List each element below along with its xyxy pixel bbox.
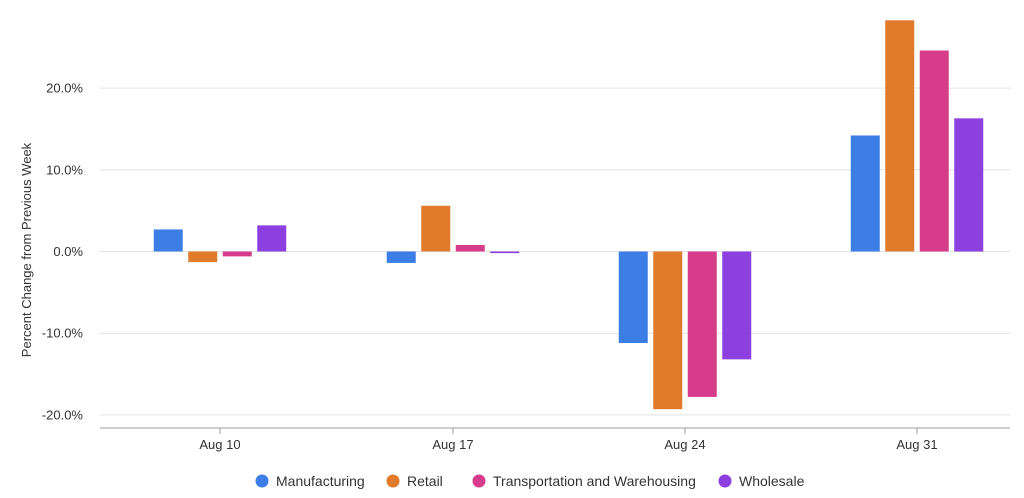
x-tick-label: Aug 17 (432, 437, 473, 452)
y-tick-label: -20.0% (42, 407, 84, 422)
bar-retail-aug-10 (188, 251, 218, 263)
legend-swatch (718, 474, 732, 488)
x-tick-label: Aug 31 (896, 437, 937, 452)
legend-item-wholesale[interactable]: Wholesale (718, 473, 805, 489)
legend-swatch (386, 474, 400, 488)
bar-manufacturing-aug-24 (618, 251, 648, 344)
bar-retail-aug-17 (421, 205, 451, 252)
bar-manufacturing-aug-10 (153, 229, 183, 252)
x-tick-label: Aug 24 (664, 437, 705, 452)
bar-retail-aug-24 (653, 251, 683, 410)
bar-transportation-and-warehousing-aug-17 (455, 244, 485, 252)
bar-wholesale-aug-17 (490, 251, 520, 254)
legend-label: Manufacturing (276, 473, 365, 489)
bar-wholesale-aug-10 (257, 225, 287, 252)
y-tick-label: -10.0% (42, 326, 84, 341)
legend-label: Transportation and Warehousing (493, 473, 696, 489)
y-tick-label: 20.0% (46, 81, 83, 96)
y-axis-title: Percent Change from Previous Week (19, 142, 34, 357)
bar-retail-aug-31 (885, 20, 915, 252)
bar-transportation-and-warehousing-aug-10 (222, 251, 252, 257)
bars (153, 20, 984, 410)
y-tick-label: 10.0% (46, 162, 83, 177)
bar-wholesale-aug-31 (954, 118, 984, 252)
bar-transportation-and-warehousing-aug-24 (687, 251, 717, 397)
y-tick-labels: -20.0% -10.0% 0.0% 10.0% 20.0% (42, 81, 84, 423)
legend-swatch (255, 474, 269, 488)
legend-item-transportation-and-warehousing[interactable]: Transportation and Warehousing (472, 473, 696, 489)
y-tick-label: 0.0% (53, 244, 83, 259)
legend-item-retail[interactable]: Retail (386, 473, 443, 489)
legend-label: Retail (407, 473, 443, 489)
bar-manufacturing-aug-31 (850, 135, 880, 252)
bar-wholesale-aug-24 (722, 251, 752, 360)
x-tick-labels: Aug 10 Aug 17 Aug 24 Aug 31 (199, 428, 938, 452)
bar-transportation-and-warehousing-aug-31 (919, 50, 949, 252)
legend-swatch (472, 474, 486, 488)
legend-label: Wholesale (739, 473, 805, 489)
legend: Manufacturing Retail Transportation and Wa… (255, 473, 805, 489)
legend-item-manufacturing[interactable]: Manufacturing (255, 473, 365, 489)
bar-manufacturing-aug-17 (386, 251, 416, 263)
x-tick-label: Aug 10 (199, 437, 240, 452)
